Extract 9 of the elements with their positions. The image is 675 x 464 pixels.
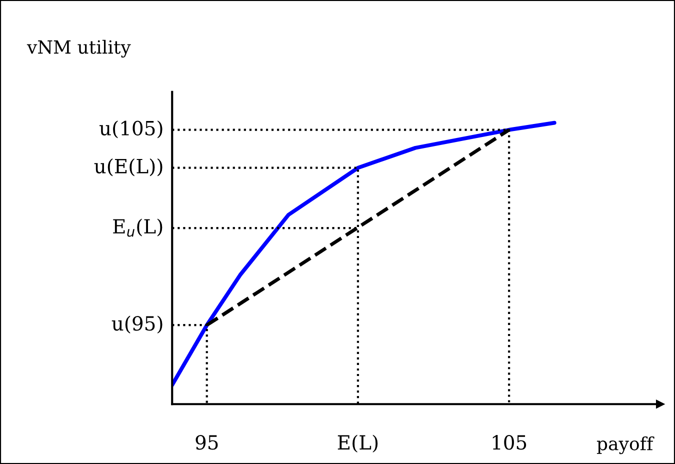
x-axis-title: payoff: [596, 436, 654, 454]
text: u(E(L)): [94, 158, 162, 176]
y-axis-title: vNM utility: [26, 40, 131, 58]
text: u(95): [112, 316, 162, 334]
x-tick-label: 95: [196, 435, 218, 450]
x-tick-label: E(L): [338, 434, 378, 453]
text: u(105): [100, 120, 162, 138]
x-tick-label: 105: [492, 435, 526, 450]
text: E$_{u}$(L): [113, 218, 162, 237]
